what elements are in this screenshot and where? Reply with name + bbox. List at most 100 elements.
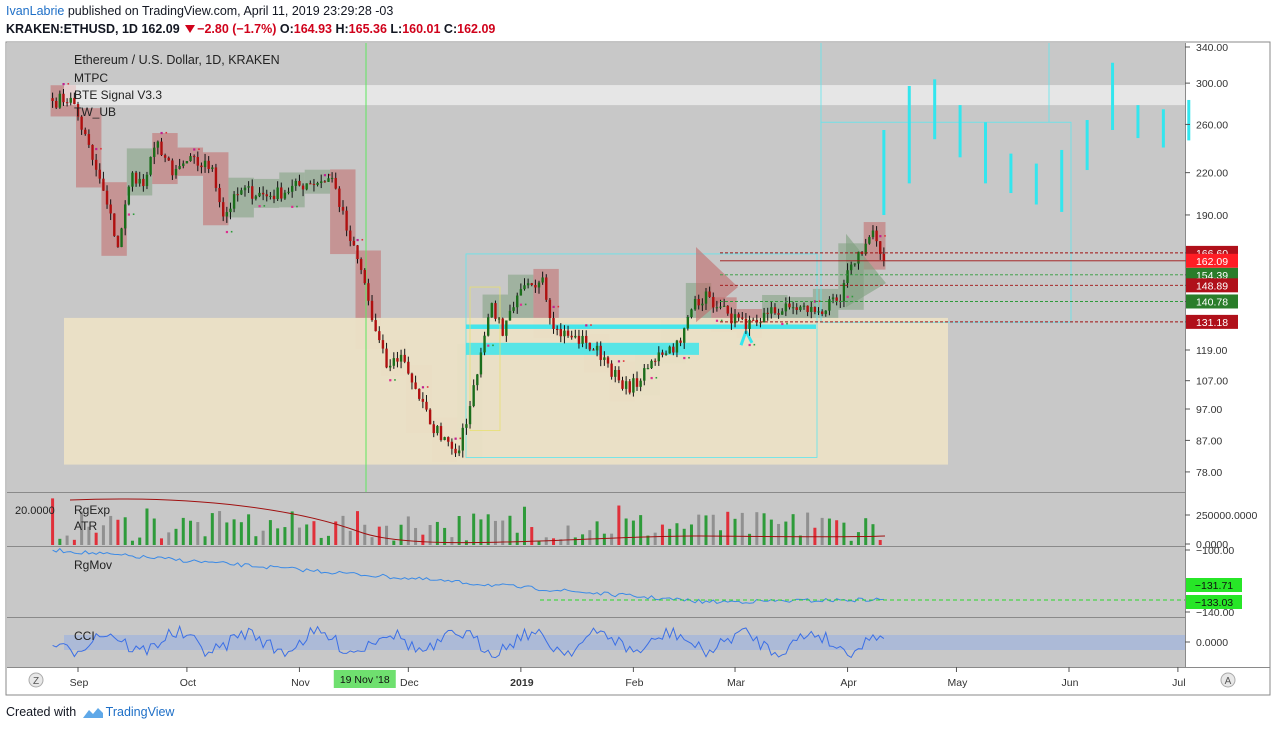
candle-body <box>697 298 700 306</box>
candle-body <box>675 340 679 353</box>
indicator-label[interactable]: RgExp <box>74 503 110 517</box>
chart-title: Ethereum / U.S. Dollar, 1D, KRAKEN <box>74 53 280 67</box>
volume-bar <box>522 506 526 545</box>
candle-body <box>167 157 170 161</box>
candle-body <box>334 177 337 189</box>
price-label-bg <box>1186 294 1238 309</box>
candle-body <box>810 307 813 313</box>
price-axis[interactable]: 340.00300.00260.00220.00190.00166.60162.… <box>1185 42 1257 649</box>
ohlc-header: KRAKEN:ETHUSD, 1D 162.09 −2.80 (−1.7%) O… <box>6 22 495 36</box>
candle-body <box>737 314 740 318</box>
volume-bar <box>392 540 396 545</box>
price-tick-label: 78.00 <box>1196 467 1222 479</box>
footer: Created with TradingView <box>6 705 174 719</box>
volume-bar <box>595 521 599 545</box>
candle-body <box>773 307 777 314</box>
author-link[interactable]: IvanLabrie <box>6 4 65 18</box>
candle-body <box>301 185 305 190</box>
candle-body <box>425 401 428 410</box>
volume-bar <box>733 518 737 545</box>
volume-bars <box>51 498 886 545</box>
volume-bar <box>181 517 185 545</box>
candle-body <box>84 129 87 135</box>
signal-dot <box>879 235 882 238</box>
cci-band <box>64 635 1185 650</box>
candle-body <box>828 299 831 311</box>
candle-body <box>392 358 396 366</box>
yellow-box <box>469 286 501 432</box>
indicator-label[interactable]: BTE Signal V3.3 <box>74 88 162 102</box>
candle-body <box>683 328 686 343</box>
candle-body <box>116 235 120 248</box>
candle-body <box>327 178 330 182</box>
signal-dot <box>557 305 560 308</box>
candle-body <box>58 93 62 108</box>
candle-body <box>414 382 417 389</box>
candle-body <box>356 245 359 260</box>
signal-dot <box>492 344 494 347</box>
volume-bar <box>835 520 839 545</box>
volume-bar <box>697 514 701 545</box>
volume-bar <box>80 511 84 545</box>
indicator-label[interactable]: MTPC <box>74 71 108 85</box>
price-tick-label: 250000.0000 <box>1196 510 1257 522</box>
triangle-pattern <box>846 233 886 308</box>
price-label: −133.03 <box>1195 597 1233 609</box>
volume-left-value: 20.0000 <box>15 505 55 517</box>
volume-bar <box>370 537 374 545</box>
candle-body <box>272 195 276 200</box>
chart-canvas[interactable]: 340.00300.00260.00220.00190.00166.60162.… <box>0 40 1276 705</box>
volume-bar <box>559 539 563 545</box>
cci-line <box>52 624 1185 659</box>
candle-body <box>555 328 559 330</box>
candle-body <box>370 300 374 321</box>
price-label: 140.78 <box>1196 296 1228 308</box>
candle-body <box>516 295 519 308</box>
candle-body <box>857 251 860 264</box>
time-axis[interactable]: Sep Oct Nov Dec 2019 Feb Mar Apr May Jun Jul 19 Nov… <box>28 667 1236 689</box>
candle-body <box>98 169 101 179</box>
volume-bar <box>145 508 149 545</box>
signal-dot <box>258 205 261 208</box>
candle-body <box>305 183 308 190</box>
indicator-label[interactable]: TW_UB <box>74 105 116 119</box>
candle-body <box>581 335 584 344</box>
volume-bar <box>711 514 715 545</box>
cyan-box <box>465 253 818 458</box>
volume-bar <box>363 524 367 545</box>
candle-body <box>537 282 541 288</box>
indicator-label[interactable]: RgMov <box>74 558 112 572</box>
candle-body <box>102 178 105 191</box>
signal-dot <box>356 238 359 242</box>
volume-bar <box>573 537 577 545</box>
indicator-label[interactable]: CCI <box>74 629 95 643</box>
last-price: 162.09 <box>141 22 180 36</box>
candle-body <box>490 303 494 318</box>
volume-bar <box>312 521 316 545</box>
high-label: H: <box>335 22 349 36</box>
candle-body <box>879 241 882 254</box>
volume-bar <box>356 511 360 545</box>
indicator-label[interactable]: ATR <box>74 519 97 533</box>
candle-body <box>523 285 526 290</box>
candle-body <box>127 186 131 205</box>
volume-bar <box>682 528 686 545</box>
candle-body <box>635 378 639 387</box>
candle-body <box>276 187 279 200</box>
candle-body <box>421 398 425 402</box>
price-tick-label: 260.00 <box>1196 119 1228 131</box>
candle-body <box>447 437 450 442</box>
candle-body <box>472 385 475 407</box>
candle-body <box>76 104 80 117</box>
rgmov-pane[interactable] <box>7 547 1185 617</box>
candle-body <box>592 349 595 351</box>
candle-body <box>719 306 722 308</box>
candle-body <box>399 354 403 362</box>
tradingview-link[interactable]: TradingView <box>105 705 175 719</box>
candle-body <box>461 427 464 451</box>
candle-body <box>94 159 98 170</box>
candle-body <box>871 230 875 238</box>
candle-body <box>864 243 867 255</box>
candle-body <box>606 357 610 364</box>
candle-body <box>203 160 207 168</box>
